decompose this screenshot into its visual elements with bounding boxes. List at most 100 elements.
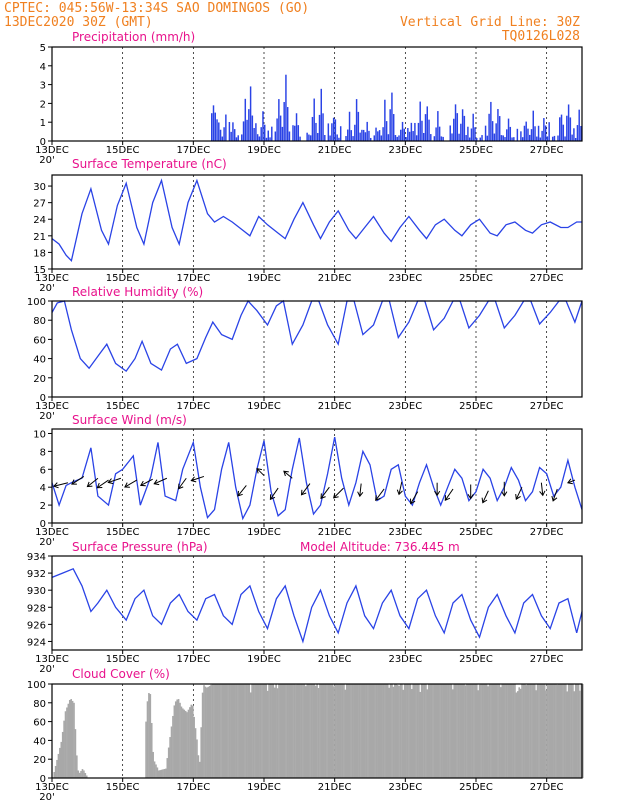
- precipitation-bar: [451, 133, 453, 141]
- cloud-cover-bar: [227, 684, 229, 778]
- precipitation-bar: [504, 137, 506, 141]
- cloud-cover-bar: [266, 690, 269, 778]
- precipitation-bar: [405, 137, 407, 141]
- cloud-cover-bar: [235, 684, 238, 778]
- precipitation-bar: [544, 125, 547, 141]
- cloud-cover-bar: [160, 769, 163, 778]
- precipitation-bar: [318, 114, 321, 141]
- wind-title: Surface Wind (m/s): [72, 413, 187, 427]
- precipitation-bar: [253, 128, 255, 141]
- cloud-cover-bar: [297, 684, 300, 778]
- precipitation-bar: [345, 136, 347, 141]
- precipitation-bar: [449, 125, 451, 141]
- cloud-cover-bar: [262, 684, 265, 778]
- cloud-cover-bar: [519, 688, 522, 778]
- wind-vector-head: [153, 479, 160, 486]
- cloud-cover-bar: [234, 684, 236, 778]
- cloud-cover-bar: [468, 684, 471, 778]
- cloud-cover-bar: [244, 684, 246, 778]
- precipitation-bar: [355, 99, 358, 141]
- wind-ytick-label: 8: [40, 447, 46, 458]
- precipitation-bar: [511, 137, 513, 141]
- precipitation-xtick-label: 21DEC: [318, 145, 352, 156]
- cloud-cover-bar: [56, 759, 58, 778]
- precipitation-bar: [347, 129, 349, 141]
- cloud-cover-bar: [432, 684, 434, 778]
- cloud-cover-bar: [223, 684, 225, 778]
- precipitation-bar: [495, 123, 497, 141]
- cloud-cover-bar: [504, 684, 506, 778]
- temperature-ytick-label: 18: [33, 248, 46, 259]
- cloud-cover-bar: [292, 684, 294, 778]
- cloud-cover-bar: [207, 686, 210, 778]
- cloud-cover-bar: [165, 768, 167, 778]
- wind-vector-shaft: [178, 477, 187, 490]
- wind-frame: [51, 428, 583, 524]
- cloud-cover-bar: [293, 684, 296, 778]
- cloud-cover-bar: [358, 684, 361, 778]
- cloud-cover-bar: [487, 686, 489, 778]
- cloud-cover-bar: [480, 684, 482, 778]
- humidity-edge-label: 20': [39, 411, 54, 422]
- wind-vector-shaft: [333, 487, 344, 499]
- wind-vector-head: [434, 490, 441, 497]
- cloud-cover-bar: [531, 684, 533, 778]
- precipitation-bar: [491, 121, 494, 141]
- cloud-cover-bar: [211, 684, 214, 778]
- temperature-series-line: [51, 178, 582, 263]
- precipitation-bar: [569, 117, 572, 141]
- cloud-cover-bar: [354, 684, 357, 778]
- precipitation-bar: [419, 101, 421, 141]
- cloud-cover-title: Cloud Cover (%): [72, 667, 170, 681]
- cloud-cover-bar: [220, 684, 222, 778]
- cloud-cover-xtick-label: 15DEC: [106, 782, 140, 793]
- wind-xtick-label: 17DEC: [176, 527, 210, 538]
- wind-vector-head: [107, 478, 114, 485]
- cloud-cover-xtick-label: 21DEC: [318, 782, 352, 793]
- wind-vector: [178, 477, 187, 490]
- cloud-cover-bar: [386, 684, 389, 778]
- cloud-cover-bar: [203, 685, 205, 778]
- precipitation-bar: [398, 135, 400, 141]
- cloud-cover-bar: [242, 684, 245, 778]
- cloud-cover-bar: [408, 684, 410, 778]
- precipitation-bar: [308, 134, 310, 141]
- cloud-cover-bar: [542, 684, 545, 778]
- cloud-cover-bar: [256, 684, 259, 778]
- precipitation-ytick-label: 0: [40, 137, 46, 148]
- cloud-cover-bar: [217, 684, 219, 778]
- precipitation-bar: [573, 128, 575, 141]
- cloud-cover-bar: [186, 712, 188, 778]
- wind-ytick-label: 10: [33, 429, 46, 440]
- cloud-cover-bar: [152, 751, 154, 778]
- cloud-cover-bar: [146, 701, 149, 778]
- cloud-cover-bar: [60, 741, 63, 778]
- pressure-panel: Surface Pressure (hPa) Model Altitude: 7…: [27, 540, 583, 675]
- cloud-cover-bar: [502, 684, 505, 778]
- precipitation-bar: [389, 109, 391, 141]
- humidity-xtick-label: 23DEC: [388, 401, 422, 412]
- precipitation-bar: [529, 134, 531, 141]
- cloud-cover-bar: [333, 686, 335, 778]
- precipitation-bar: [490, 101, 492, 141]
- temperature-ytick-label: 21: [33, 232, 46, 243]
- cloud-cover-bar: [403, 684, 406, 778]
- precipitation-bar: [407, 128, 409, 141]
- precipitation-bar: [320, 88, 322, 141]
- wind-vector-shaft: [124, 479, 138, 488]
- cloud-cover-bar: [370, 684, 372, 778]
- cloud-cover-bar: [501, 684, 504, 778]
- cloud-cover-bar: [582, 684, 584, 778]
- cloud-cover-bar: [182, 708, 184, 778]
- cloud-cover-bar: [436, 684, 439, 778]
- precipitation-bar: [506, 129, 508, 141]
- precipitation-ytick-label: 2: [40, 99, 46, 110]
- cloud-cover-edge-label: 20': [39, 792, 54, 800]
- cloud-cover-bar: [310, 684, 313, 778]
- precipitation-bar: [486, 135, 489, 141]
- cloud-cover-bar: [187, 709, 190, 778]
- cloud-cover-bar: [460, 684, 463, 778]
- cloud-cover-bar: [522, 684, 525, 778]
- cloud-cover-bar: [273, 687, 276, 778]
- cloud-cover-bar: [398, 685, 400, 778]
